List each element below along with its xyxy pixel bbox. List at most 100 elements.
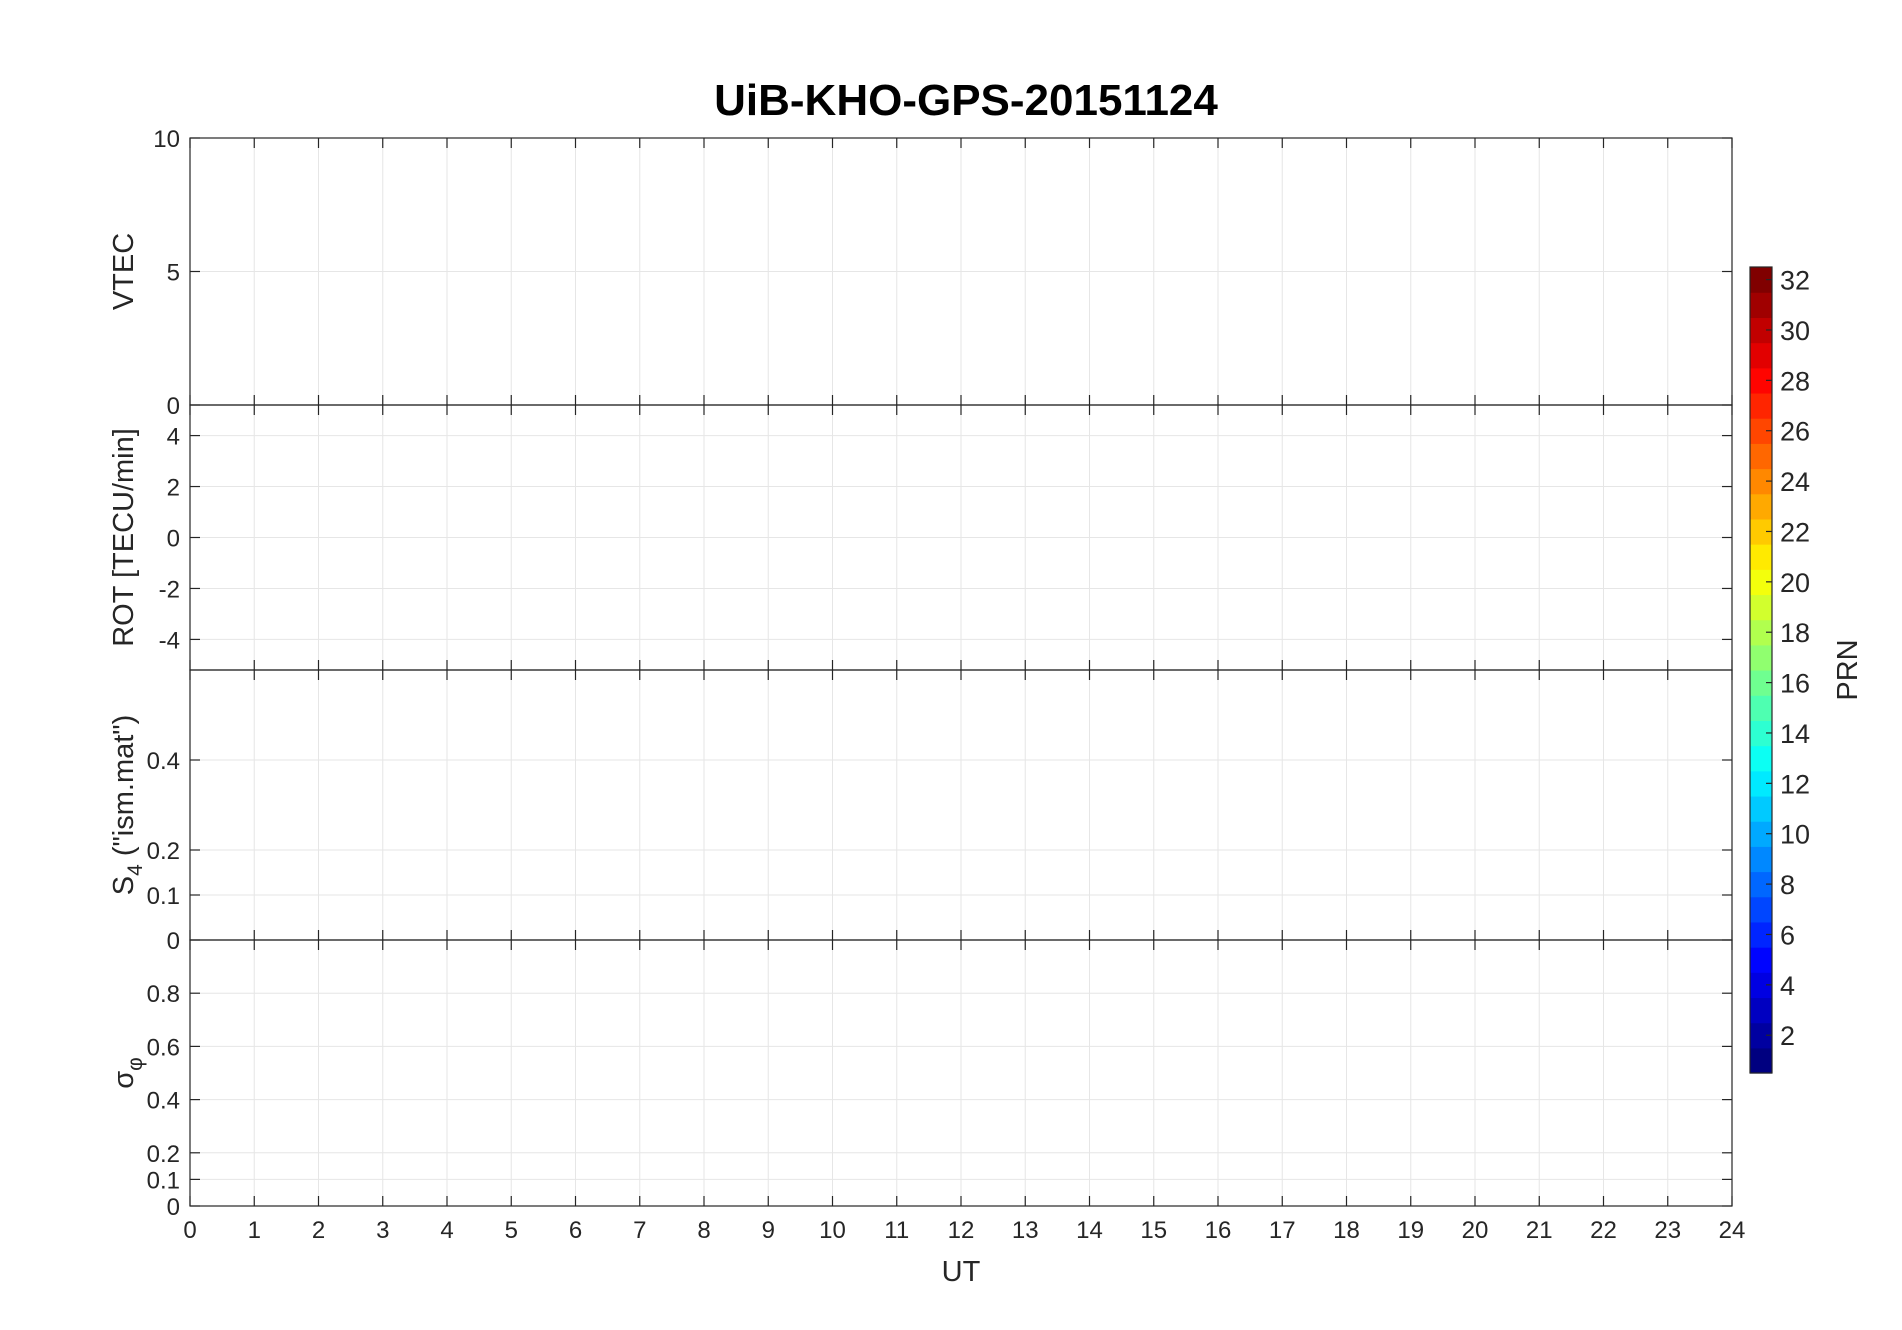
- colorbar-segment: [1750, 1022, 1772, 1049]
- figure-title: UiB-KHO-GPS-20151124: [714, 76, 1218, 125]
- panel-2: -4 -2 0 2 4 ROT [TECU/min]: [108, 404, 1733, 671]
- x-tick-label: 0: [183, 1217, 196, 1244]
- x-tick-label: 1: [248, 1217, 261, 1244]
- y-tick-label: 0.8: [147, 981, 180, 1008]
- colorbar-segment: [1750, 1047, 1772, 1074]
- colorbar-tick-label: 30: [1780, 316, 1810, 346]
- colorbar-segment: [1750, 317, 1772, 344]
- y-axis-label: σφ: [108, 1057, 147, 1089]
- x-tick-label: 14: [1076, 1217, 1103, 1244]
- colorbar-segment: [1750, 846, 1772, 873]
- y-tick-label: 4: [167, 424, 180, 451]
- x-tick-label: 7: [633, 1217, 646, 1244]
- colorbar-segment: [1750, 342, 1772, 369]
- y-tick-label: 0.4: [147, 1088, 180, 1115]
- colorbar-segment: [1750, 518, 1772, 545]
- x-tick-label: 8: [697, 1217, 710, 1244]
- colorbar-segment: [1750, 267, 1772, 293]
- x-tick-label: 18: [1333, 1217, 1360, 1244]
- colorbar-tick-label: 22: [1780, 517, 1810, 547]
- colorbar-tick-label: 12: [1780, 769, 1810, 799]
- colorbar-segment: [1750, 670, 1772, 696]
- x-tick-label: 17: [1269, 1217, 1296, 1244]
- colorbar-tick-label: 14: [1780, 719, 1810, 749]
- y-tick-label: 0: [167, 526, 180, 553]
- y-tick-label: 0: [167, 393, 180, 420]
- colorbar-label: PRN: [1832, 639, 1864, 700]
- colorbar-segment: [1750, 720, 1772, 747]
- y-tick-label: 0.2: [147, 838, 180, 865]
- colorbar-segment: [1750, 594, 1772, 621]
- colorbar-segment: [1750, 292, 1772, 318]
- x-tick-label: 19: [1397, 1217, 1424, 1244]
- y-axis-label: S4 ("ism.mat"): [108, 715, 147, 896]
- y-axis-label-main: σ: [108, 1071, 140, 1089]
- colorbar-tick-label: 10: [1780, 820, 1810, 850]
- x-tick-label: 9: [762, 1217, 775, 1244]
- colorbar-segment: [1750, 695, 1772, 721]
- y-tick-label: 0: [167, 928, 180, 955]
- colorbar-tick-label: 2: [1780, 1021, 1795, 1051]
- colorbar-segment: [1750, 644, 1772, 671]
- x-tick-label: 12: [948, 1217, 975, 1244]
- colorbar-segment: [1750, 468, 1772, 495]
- colorbar-segment: [1750, 871, 1772, 898]
- x-tick-label: 22: [1590, 1217, 1617, 1244]
- colorbar-segment: [1750, 493, 1772, 520]
- x-tick-label: 21: [1526, 1217, 1553, 1244]
- x-tick-label: 16: [1205, 1217, 1232, 1244]
- y-axis-label: ROT [TECU/min]: [108, 428, 140, 647]
- x-tick-label: 24: [1719, 1217, 1746, 1244]
- panel-1: 0 5 10 VTEC: [108, 126, 1733, 420]
- colorbar-segment: [1750, 392, 1772, 419]
- y-tick-label: 0.6: [147, 1034, 180, 1061]
- colorbar-tick-label: 8: [1780, 870, 1795, 900]
- colorbar-tick-label: 28: [1780, 366, 1810, 396]
- colorbar-segment: [1750, 972, 1772, 999]
- y-axis-label-subscript: 4: [124, 864, 147, 876]
- x-tick-label: 2: [312, 1217, 325, 1244]
- y-tick-label: 2: [167, 475, 180, 502]
- y-axis-label: VTEC: [108, 233, 140, 310]
- colorbar-segment: [1750, 569, 1772, 596]
- y-axis-label-main: S: [108, 876, 140, 895]
- colorbar-segment: [1750, 619, 1772, 646]
- colorbar-tick-label: 6: [1780, 920, 1795, 950]
- colorbar-segment: [1750, 443, 1772, 470]
- x-tick-label: 3: [376, 1217, 389, 1244]
- x-tick-label: 20: [1462, 1217, 1489, 1244]
- x-tick-label: 23: [1654, 1217, 1681, 1244]
- y-tick-label: 5: [167, 260, 180, 287]
- colorbar-segment: [1750, 367, 1772, 394]
- colorbar-segment: [1750, 795, 1772, 822]
- x-tick-label: 15: [1140, 1217, 1167, 1244]
- x-tick-label: 11: [884, 1217, 909, 1244]
- colorbar-tick-label: 26: [1780, 417, 1810, 447]
- y-tick-label: -2: [159, 576, 180, 603]
- colorbar-segment: [1750, 821, 1772, 847]
- colorbar-segment: [1750, 418, 1772, 444]
- y-tick-label: -4: [159, 627, 180, 654]
- colorbar-segment: [1750, 770, 1772, 797]
- y-tick-label: 0.4: [147, 748, 180, 775]
- x-tick-label: 4: [440, 1217, 453, 1244]
- panel-3: 0 0.1 0.2 0.4S4 ("ism.mat"): [108, 669, 1733, 955]
- colorbar-tick-label: 32: [1780, 266, 1810, 296]
- y-tick-label: 0.1: [147, 1167, 180, 1194]
- x-axis-label: UT: [942, 1256, 981, 1288]
- colorbar-tick-label: 20: [1780, 568, 1810, 598]
- colorbar-tick-label: 24: [1780, 467, 1810, 497]
- y-axis-label-subscript: φ: [124, 1057, 147, 1071]
- colorbar-tick-label: 16: [1780, 669, 1810, 699]
- y-tick-label: 0.1: [147, 883, 180, 910]
- x-tick-label: 10: [819, 1217, 846, 1244]
- colorbar-segment: [1750, 896, 1772, 923]
- y-tick-label: 0: [167, 1194, 180, 1221]
- colorbar-frame: [1749, 266, 1773, 1074]
- colorbar-tick-label: 4: [1780, 971, 1795, 1001]
- colorbar-segment: [1750, 745, 1772, 772]
- x-tick-label: 6: [569, 1217, 582, 1244]
